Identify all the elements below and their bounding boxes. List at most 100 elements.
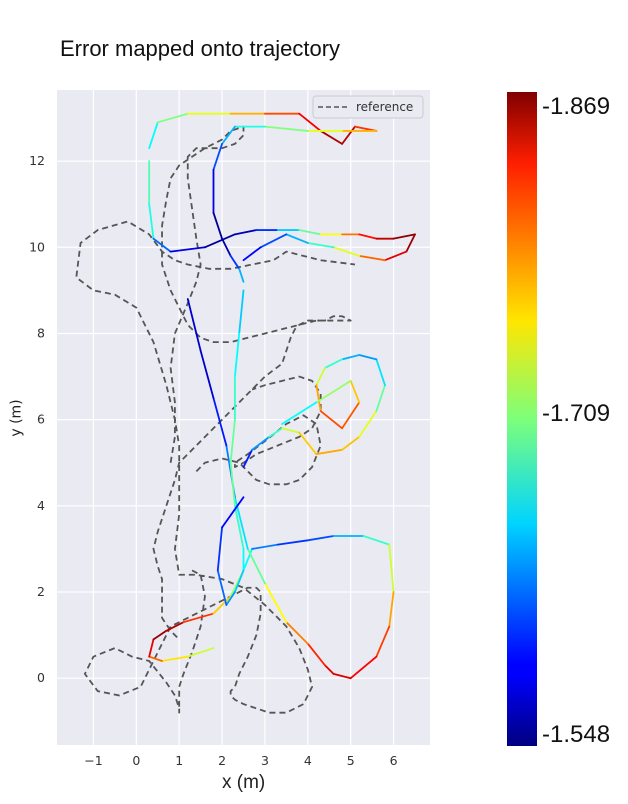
trajectory-segment bbox=[212, 142, 223, 171]
error-trajectory-series bbox=[216, 289, 245, 606]
trajectory-segment bbox=[285, 233, 309, 244]
y-axis-label: y (m) bbox=[8, 399, 25, 437]
trajectory-segment bbox=[341, 354, 361, 361]
x-tick-label: 0 bbox=[132, 753, 140, 768]
trajectory-segment bbox=[234, 229, 258, 236]
y-tick-label: 2 bbox=[37, 584, 45, 599]
trajectory-segment bbox=[276, 539, 309, 546]
colorbar-min-label: -1.548 bbox=[542, 721, 611, 748]
reference-trajectory-line bbox=[152, 125, 352, 641]
trajectory-segment bbox=[315, 367, 326, 387]
trajectory-segment bbox=[375, 358, 386, 387]
trajectory-segment bbox=[234, 332, 241, 378]
x-tick-label: −1 bbox=[84, 753, 102, 768]
trajectory-segment bbox=[298, 229, 322, 236]
trajectory-segment bbox=[229, 418, 236, 464]
trajectory-segment bbox=[251, 435, 271, 451]
trajectory-segment bbox=[375, 625, 391, 658]
trajectory-segment bbox=[148, 638, 155, 658]
trajectory-segment bbox=[229, 255, 241, 270]
trajectory-segment bbox=[221, 237, 232, 257]
trajectory-segment bbox=[148, 203, 155, 240]
trajectory-segment bbox=[375, 384, 386, 412]
trajectory-segment bbox=[324, 664, 335, 675]
trajectory-segment bbox=[358, 410, 378, 438]
x-tick-label: 6 bbox=[390, 753, 398, 768]
trajectory-segment bbox=[341, 401, 361, 430]
legend-label-reference: reference bbox=[356, 100, 413, 114]
colorbar-max-label: -1.869 bbox=[542, 93, 611, 120]
trajectory-segment bbox=[306, 642, 326, 667]
trajectory-segment bbox=[349, 379, 361, 404]
trajectory-segment bbox=[349, 655, 378, 680]
trajectory-segment bbox=[238, 267, 245, 283]
plot-background bbox=[57, 90, 430, 745]
trajectory-segment bbox=[384, 250, 408, 262]
trajectory-segment bbox=[251, 543, 279, 550]
trajectory-segment bbox=[156, 112, 189, 124]
error-trajectory-series bbox=[148, 112, 378, 283]
trajectory-segment bbox=[405, 233, 416, 253]
trajectory-segment bbox=[199, 349, 215, 400]
trajectory-segment bbox=[388, 543, 395, 593]
trajectory-segment bbox=[264, 125, 309, 132]
trajectory-segment bbox=[216, 526, 223, 572]
legend: reference bbox=[312, 95, 424, 119]
y-tick-label: 8 bbox=[37, 325, 45, 340]
grid bbox=[57, 90, 430, 745]
trajectory-segment bbox=[306, 242, 335, 249]
trajectory-segment bbox=[324, 358, 344, 369]
trajectory-segment bbox=[148, 121, 159, 150]
y-tick-label: 4 bbox=[37, 498, 45, 513]
x-tick-label: 2 bbox=[218, 753, 226, 768]
trajectory-segment bbox=[341, 435, 361, 451]
trajectory-segment bbox=[152, 237, 172, 253]
trajectory-segment bbox=[315, 384, 322, 412]
trajectory-segment bbox=[212, 595, 232, 615]
x-tick-label: 4 bbox=[304, 753, 312, 768]
trajectory-segment bbox=[242, 246, 262, 262]
x-tick-label: 1 bbox=[175, 753, 183, 768]
error-trajectory-series bbox=[242, 354, 386, 468]
trajectory-segment bbox=[362, 535, 391, 546]
trajectory-segment bbox=[281, 401, 318, 425]
trajectory-segment bbox=[242, 548, 253, 572]
trajectory-segment bbox=[298, 112, 322, 132]
colorbar-gradient bbox=[507, 92, 537, 746]
trajectory-segment bbox=[221, 496, 245, 529]
legend-box bbox=[312, 95, 424, 119]
trajectory-segment bbox=[392, 233, 416, 240]
trajectory-segment bbox=[152, 629, 168, 641]
trajectory-segment bbox=[285, 621, 309, 645]
trajectory-segment bbox=[186, 298, 202, 352]
trajectory-segment bbox=[319, 130, 344, 145]
trajectory-segment bbox=[332, 672, 352, 680]
trajectory-segment bbox=[306, 535, 335, 542]
trajectory-segment bbox=[225, 591, 236, 606]
series-layer bbox=[75, 112, 416, 714]
trajectory-segment bbox=[298, 431, 318, 456]
y-tick-label: 0 bbox=[37, 670, 45, 685]
trajectory-segment bbox=[358, 354, 378, 361]
trajectory-segment bbox=[332, 246, 361, 257]
trajectory-segment bbox=[315, 448, 344, 456]
error-trajectory-series bbox=[148, 298, 395, 680]
trajectory-segment bbox=[281, 427, 301, 434]
trajectory-segment bbox=[242, 448, 253, 468]
trajectory-segment bbox=[246, 548, 266, 585]
trajectory-segment bbox=[212, 211, 223, 240]
trajectory-segment bbox=[212, 397, 228, 447]
trajectory-segment bbox=[186, 647, 215, 658]
trajectory-segment bbox=[229, 461, 236, 507]
trajectory-segment bbox=[148, 655, 163, 662]
trajectory-segment bbox=[259, 233, 288, 249]
chart-title: Error mapped onto trajectory bbox=[60, 36, 341, 61]
trajectory-segment bbox=[388, 591, 395, 628]
colorbar-mid-label: -1.709 bbox=[542, 400, 611, 427]
y-tick-label: 6 bbox=[37, 412, 45, 427]
error-trajectory-series bbox=[148, 160, 416, 262]
y-tick-label: 10 bbox=[29, 239, 45, 254]
trajectory-segment bbox=[234, 569, 245, 593]
